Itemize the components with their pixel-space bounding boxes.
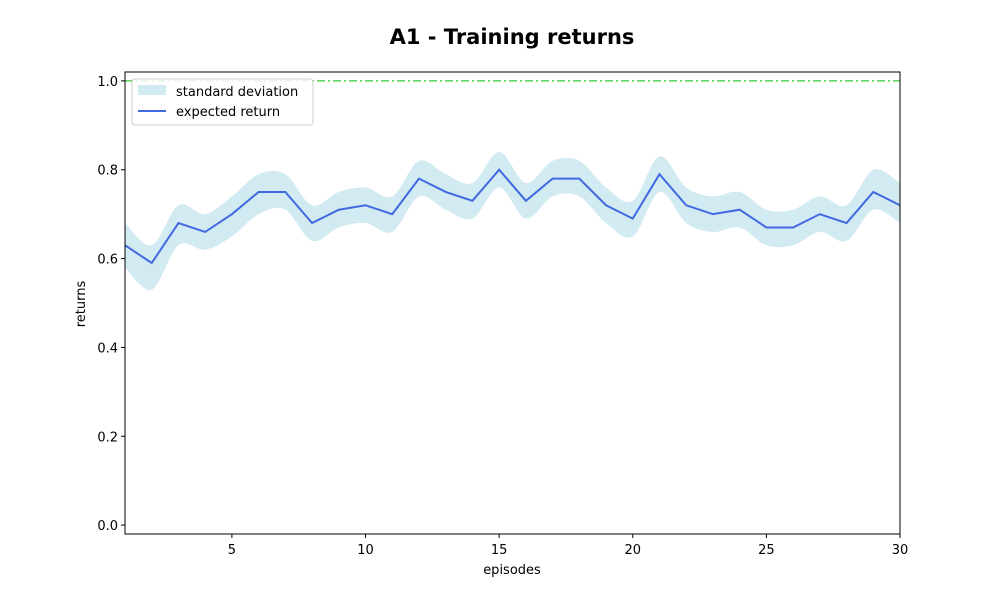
legend: standard deviation expected return — [131, 78, 314, 126]
x-tick-label: 25 — [758, 543, 775, 558]
y-tick-label: 0.4 — [97, 341, 118, 356]
legend-label-expected-return: expected return — [176, 105, 280, 120]
legend-label-standard-deviation: standard deviation — [176, 85, 298, 100]
x-tick-label: 20 — [624, 543, 641, 558]
std-band — [125, 151, 900, 291]
y-tick-label: 0.0 — [97, 519, 118, 534]
x-axis-label: episodes — [483, 563, 541, 578]
y-tick-label: 0.6 — [97, 253, 118, 268]
y-tick-label: 0.2 — [97, 430, 118, 445]
y-tick-label: 1.0 — [97, 75, 118, 90]
legend-box — [131, 78, 314, 126]
series-line-expected-return — [124, 168, 901, 265]
x-tick-label: 10 — [357, 543, 374, 558]
x-tick-label: 30 — [892, 543, 909, 558]
x-axis: 5 10 15 20 25 30 — [228, 534, 909, 558]
y-axis-label: returns — [74, 281, 89, 328]
chart-title: A1 - Training returns — [390, 25, 635, 49]
plot-area — [124, 71, 901, 535]
legend-swatch-standard-deviation — [138, 85, 166, 95]
y-tick-label: 0.8 — [97, 164, 118, 179]
plot-frame — [124, 71, 901, 535]
y-axis: 0.0 0.2 0.4 0.6 0.8 1.0 — [97, 75, 125, 534]
x-tick-label: 5 — [228, 543, 236, 558]
x-tick-label: 15 — [491, 543, 508, 558]
